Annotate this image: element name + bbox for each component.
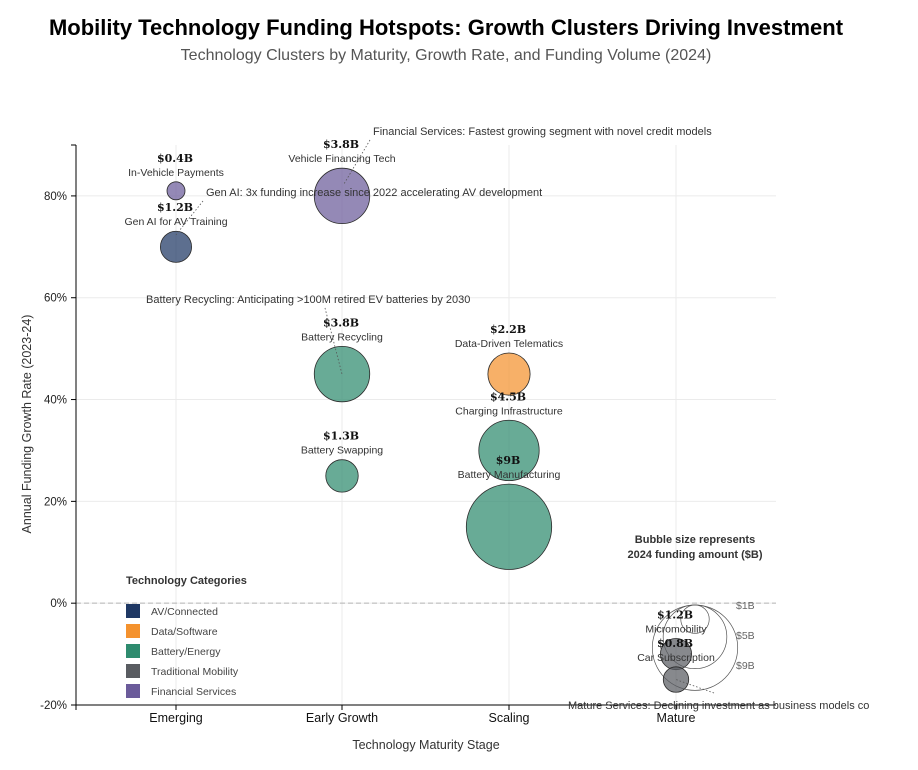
legend-swatch [126, 684, 140, 698]
y-tick-label: 60% [44, 293, 67, 305]
bubble-value-label: $0.8B [657, 637, 693, 650]
bubble-name-label: Battery Recycling [301, 331, 383, 343]
size-legend-title: Bubble size represents [635, 534, 755, 546]
legend-title: Technology Categories [126, 575, 247, 587]
axes: -20% 0% 20% 40% 60% 80% Emerging Early Growth Sc… [40, 144, 776, 725]
legend-swatch [126, 644, 140, 658]
bubble-value-label: $3.8B [323, 316, 359, 329]
legend-swatch [126, 664, 140, 678]
size-legend-label: $5B [736, 630, 755, 642]
y-tick-label: 40% [44, 395, 67, 407]
x-tick-label: Early Growth [306, 711, 378, 725]
annotation-text: Battery Recycling: Anticipating >100M re… [146, 294, 470, 306]
bubble-name-label: Car Subscription [637, 652, 715, 664]
legend-label: Data/Software [151, 626, 218, 638]
y-tick-label: -20% [40, 700, 67, 712]
chart-subtitle: Technology Clusters by Maturity, Growth … [181, 47, 712, 64]
size-legend: Bubble size represents 2024 funding amoun… [627, 534, 763, 691]
bubble-value-label: $0.4B [157, 152, 193, 165]
size-legend-circle [651, 604, 739, 691]
bubble [465, 483, 553, 570]
bubble [313, 345, 371, 403]
bubble [478, 419, 540, 482]
bubble [487, 352, 531, 396]
x-tick-label: Emerging [149, 711, 203, 725]
annotation-text: Mature Services: Declining investment as… [568, 700, 869, 712]
bubble-value-label: $1.2B [157, 201, 193, 214]
bubble [166, 181, 186, 201]
bubble-value-label: $1.3B [323, 430, 359, 443]
category-legend: Technology Categories AV/Connected Data/So… [126, 575, 247, 698]
y-tick-label: 0% [50, 598, 67, 610]
legend-label: Battery/Energy [151, 646, 221, 658]
x-tick-label: Scaling [489, 711, 530, 725]
annotation-text: Gen AI: 3x funding increase since 2022 a… [206, 187, 542, 199]
bubble-value-label: $2.2B [490, 323, 526, 336]
bubble [313, 167, 371, 225]
y-tick-label: 80% [44, 191, 67, 203]
legend-label: AV/Connected [151, 606, 218, 618]
size-legend-label: $9B [736, 660, 755, 672]
bubble-value-label: $1.2B [657, 609, 693, 622]
bubble-name-label: Data-Driven Telematics [455, 338, 563, 350]
bubble-labels: In-Vehicle Payments $0.4B Gen AI for AV Tr… [124, 138, 715, 664]
y-axis-label: Annual Funding Growth Rate (2023-24) [20, 315, 34, 534]
x-axis-label: Technology Maturity Stage [352, 738, 499, 752]
bubble-name-label: Gen AI for AV Training [124, 216, 227, 228]
bubble-name-label: Vehicle Financing Tech [288, 153, 395, 165]
bubble-name-label: Battery Manufacturing [458, 469, 561, 481]
bubble-name-label: Micromobility [645, 624, 707, 636]
bubble-name-label: Charging Infrastructure [455, 405, 563, 417]
bubble-value-label: $3.8B [323, 138, 359, 151]
legend-swatch [126, 624, 140, 638]
annotations: Financial Services: Fastest growing segm… [146, 126, 869, 712]
bubble-name-label: In-Vehicle Payments [128, 167, 224, 179]
legend-label: Traditional Mobility [151, 666, 239, 678]
y-tick-label: 20% [44, 496, 67, 508]
x-tick-label: Mature [657, 711, 696, 725]
bubble [160, 230, 192, 263]
annotation-text: Financial Services: Fastest growing segm… [373, 126, 712, 138]
size-legend-title: 2024 funding amount ($B) [627, 549, 762, 561]
chart-title: Mobility Technology Funding Hotspots: Gr… [49, 15, 844, 40]
bubble [325, 459, 359, 493]
legend-swatch [126, 604, 140, 618]
bubble-value-label: $9B [496, 454, 521, 467]
bubble-name-label: Battery Swapping [301, 445, 383, 457]
legend-label: Financial Services [151, 686, 236, 698]
bubbles [160, 167, 692, 693]
annotation-leader [324, 307, 343, 375]
size-legend-label: $1B [736, 600, 755, 612]
bubble [662, 666, 690, 693]
annotation-leader [175, 200, 204, 236]
bubble-value-label: $4.5B [490, 390, 526, 403]
annotation-leader [343, 139, 371, 185]
